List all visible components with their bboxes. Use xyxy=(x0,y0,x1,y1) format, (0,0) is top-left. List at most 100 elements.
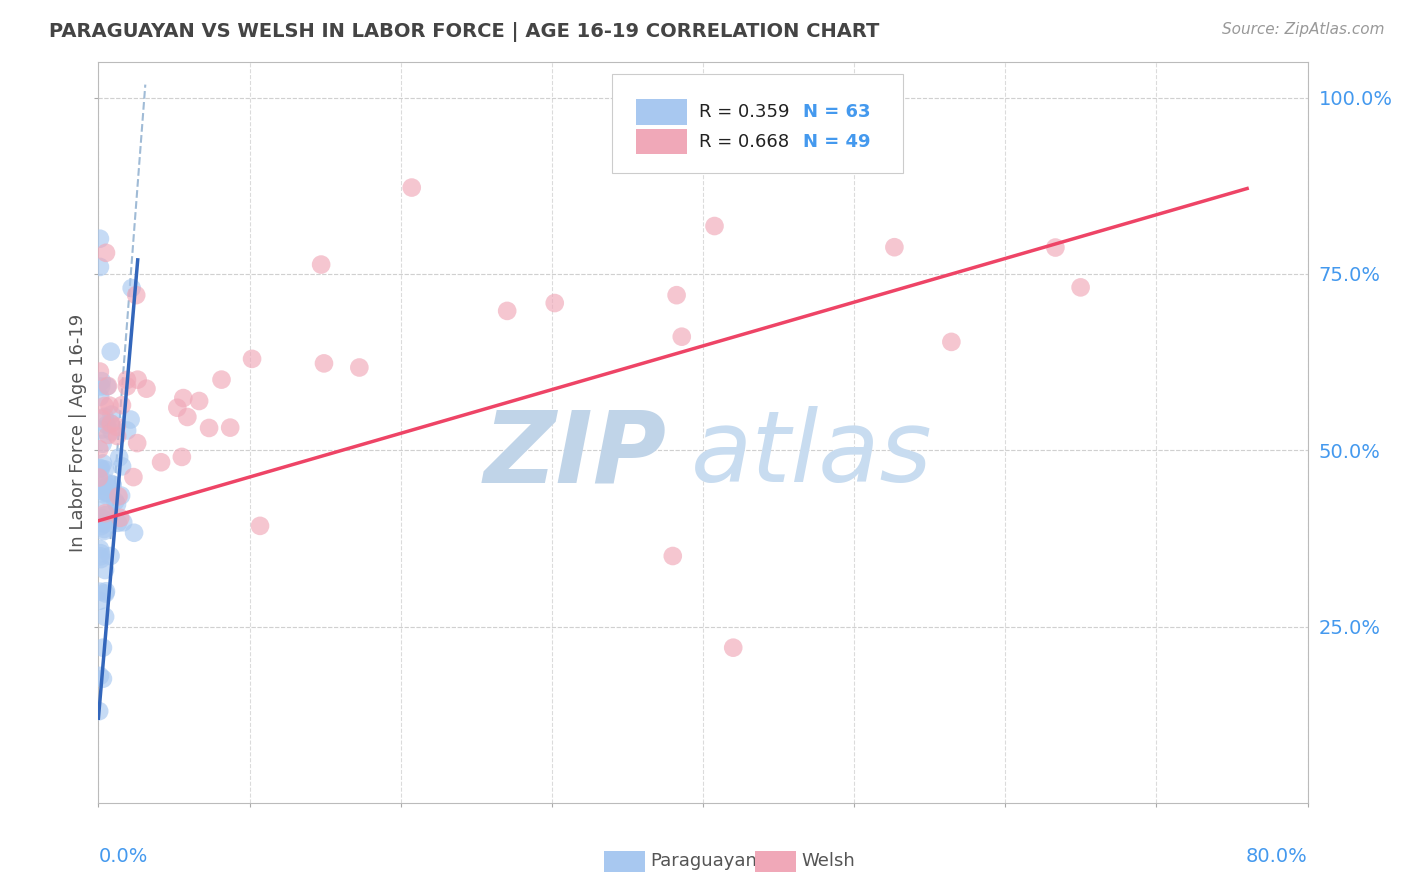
Point xyxy=(100,408,122,422)
Point xyxy=(125,288,148,302)
Point xyxy=(96,417,118,432)
Point xyxy=(309,258,332,272)
Point xyxy=(100,344,122,359)
Point xyxy=(93,409,115,424)
Point xyxy=(96,379,118,393)
Point xyxy=(110,489,132,503)
Point xyxy=(883,240,905,254)
FancyBboxPatch shape xyxy=(637,129,688,154)
Point xyxy=(89,549,111,564)
Text: Source: ZipAtlas.com: Source: ZipAtlas.com xyxy=(1222,22,1385,37)
Text: Welsh: Welsh xyxy=(801,852,855,870)
Point xyxy=(176,409,198,424)
Point xyxy=(100,549,122,563)
Point xyxy=(671,329,693,343)
Point xyxy=(496,304,519,318)
Point xyxy=(91,516,114,530)
Text: Paraguayans: Paraguayans xyxy=(650,852,766,870)
Point xyxy=(89,584,111,599)
Point xyxy=(93,516,115,531)
Point xyxy=(105,419,128,434)
Point xyxy=(97,379,120,393)
Point xyxy=(93,487,115,501)
Point xyxy=(91,511,114,525)
Point xyxy=(94,245,117,260)
Point xyxy=(110,511,132,525)
Point xyxy=(90,461,112,475)
Point xyxy=(93,399,115,413)
Point xyxy=(87,478,110,492)
Point xyxy=(100,417,122,431)
Point xyxy=(89,232,111,246)
Point xyxy=(135,382,157,396)
Point xyxy=(89,541,111,556)
Point xyxy=(90,379,112,393)
Point xyxy=(1045,241,1067,255)
FancyBboxPatch shape xyxy=(637,99,688,125)
Text: R = 0.359: R = 0.359 xyxy=(699,103,790,121)
Point xyxy=(211,373,233,387)
Point xyxy=(166,401,188,415)
Point xyxy=(94,609,117,624)
Point xyxy=(96,475,118,490)
Point xyxy=(240,351,263,366)
Point xyxy=(93,522,115,536)
Point xyxy=(89,462,111,476)
Point xyxy=(401,180,423,194)
Point xyxy=(101,478,124,492)
Point xyxy=(91,483,114,498)
Point xyxy=(89,512,111,526)
Point xyxy=(703,219,725,233)
Text: 80.0%: 80.0% xyxy=(1246,847,1308,866)
Point xyxy=(98,399,121,413)
Point xyxy=(89,260,111,274)
Text: atlas: atlas xyxy=(690,407,932,503)
FancyBboxPatch shape xyxy=(603,851,645,872)
Point xyxy=(89,442,111,457)
Point xyxy=(107,489,129,503)
Point xyxy=(91,423,114,437)
Point xyxy=(89,516,111,530)
Point xyxy=(104,494,127,508)
Point xyxy=(1070,280,1092,294)
Point xyxy=(107,516,129,530)
Point xyxy=(89,365,111,379)
FancyBboxPatch shape xyxy=(613,73,903,173)
Point xyxy=(94,462,117,476)
Point xyxy=(91,640,114,655)
Point xyxy=(91,436,114,450)
Point xyxy=(115,373,138,387)
Point xyxy=(544,296,567,310)
Point xyxy=(94,584,117,599)
Point xyxy=(90,519,112,533)
Point xyxy=(94,586,117,600)
Text: R = 0.668: R = 0.668 xyxy=(699,133,790,151)
Point xyxy=(101,477,124,491)
Point xyxy=(249,519,271,533)
Point xyxy=(89,593,111,607)
Point xyxy=(89,704,111,718)
Point xyxy=(219,420,242,434)
Point xyxy=(94,508,117,523)
Point xyxy=(90,546,112,560)
Y-axis label: In Labor Force | Age 16-19: In Labor Force | Age 16-19 xyxy=(69,313,87,552)
Point xyxy=(150,455,173,469)
Point xyxy=(96,485,118,500)
Point xyxy=(100,425,122,439)
Point xyxy=(122,525,145,540)
Point xyxy=(312,356,335,370)
Point xyxy=(94,563,117,577)
Point xyxy=(170,450,193,464)
Point xyxy=(97,428,120,442)
FancyBboxPatch shape xyxy=(755,851,796,872)
Point xyxy=(105,429,128,443)
Point xyxy=(105,498,128,512)
Text: N = 63: N = 63 xyxy=(803,103,870,121)
Point xyxy=(723,640,745,655)
Point xyxy=(93,524,115,539)
Point xyxy=(349,360,371,375)
Point xyxy=(188,394,211,409)
Text: PARAGUAYAN VS WELSH IN LABOR FORCE | AGE 16-19 CORRELATION CHART: PARAGUAYAN VS WELSH IN LABOR FORCE | AGE… xyxy=(49,22,880,42)
Text: N = 49: N = 49 xyxy=(803,133,870,151)
Point xyxy=(172,391,194,405)
